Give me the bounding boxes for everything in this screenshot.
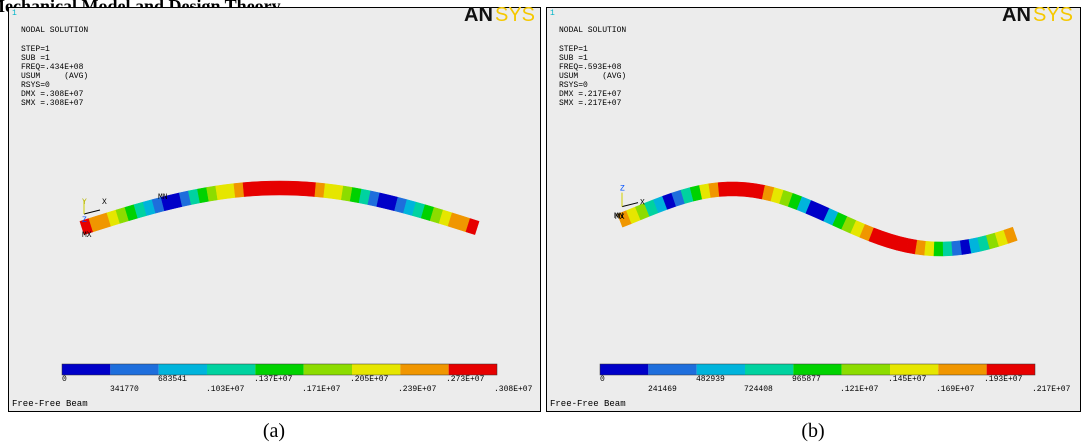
legend-swatch <box>938 364 986 375</box>
beam-segment <box>718 182 728 197</box>
legend-swatch <box>352 364 400 375</box>
beam-segment <box>306 182 316 197</box>
caption: (b) <box>801 420 824 442</box>
legend-swatch <box>110 364 158 375</box>
legend-label: 482939 <box>696 375 725 384</box>
beam-segment <box>915 240 926 255</box>
logo-an: AN <box>464 4 493 26</box>
beam-segment <box>280 181 289 195</box>
legend-label: .239E+07 <box>398 385 437 394</box>
info-line: STEP=1 <box>559 45 588 54</box>
legend-label: .273E+07 <box>446 375 485 384</box>
info-line: DMX =.217E+07 <box>559 90 622 99</box>
caption: (a) <box>263 420 285 442</box>
legend-label: .103E+07 <box>206 385 245 394</box>
info-line: SMX =.217E+07 <box>559 99 622 108</box>
info-line: SMX =.308E+07 <box>21 99 84 108</box>
legend-label: .121E+07 <box>840 385 879 394</box>
logo-sys: SYS <box>1033 4 1073 26</box>
legend-swatch <box>987 364 1035 375</box>
logo-sys: SYS <box>495 4 535 26</box>
beam-segment <box>315 183 325 198</box>
legend-swatch <box>449 364 497 375</box>
footer: Free-Free Beam <box>12 399 88 409</box>
legend-swatch <box>159 364 207 375</box>
legend-label: .205E+07 <box>350 375 389 384</box>
min-label: MN <box>158 193 168 202</box>
info-line: SUB =1 <box>559 54 588 63</box>
window-number: 1 <box>12 9 17 18</box>
legend-swatch <box>890 364 938 375</box>
legend-label: .308E+07 <box>494 385 533 394</box>
beam-segment <box>261 181 270 195</box>
beam-segment <box>225 184 236 199</box>
legend-swatch <box>745 364 793 375</box>
info-line: NODAL SOLUTION <box>559 26 626 35</box>
beam-segment <box>243 182 253 197</box>
info-line: USUM (AVG) <box>559 72 626 81</box>
legend-label: 0 <box>600 375 605 384</box>
beam-segment <box>297 181 307 195</box>
info-line: DMX =.308E+07 <box>21 90 84 99</box>
legend-label: 683541 <box>158 375 187 384</box>
figure: Mechanical Model and Design Theory 1ANSY… <box>0 0 1084 444</box>
legend-label: .217E+07 <box>1032 385 1071 394</box>
beam-segment <box>925 241 935 256</box>
legend-swatch <box>304 364 352 375</box>
beam-segment <box>943 242 953 256</box>
axis-label: X <box>102 198 107 207</box>
legend-swatch <box>62 364 110 375</box>
beam-segment <box>252 181 262 195</box>
beam-segment <box>234 183 244 198</box>
legend-label: 241469 <box>648 385 677 394</box>
info-line: NODAL SOLUTION <box>21 26 88 35</box>
legend-label: .145E+07 <box>888 375 927 384</box>
logo-an: AN <box>1002 4 1031 26</box>
legend-label: 0 <box>62 375 67 384</box>
beam-segment <box>934 242 943 256</box>
info-line: SUB =1 <box>21 54 50 63</box>
legend-swatch <box>600 364 648 375</box>
beam-segment <box>270 181 279 195</box>
legend-label: 965877 <box>792 375 821 384</box>
axis-label: Z <box>620 185 625 194</box>
legend-swatch <box>648 364 696 375</box>
axis-label: Y <box>82 198 87 207</box>
beam-segment <box>736 182 746 197</box>
legend-swatch <box>400 364 448 375</box>
max-label: MX <box>615 213 625 222</box>
legend-label: 724408 <box>744 385 773 394</box>
axis-label: X <box>640 199 645 208</box>
legend-swatch <box>842 364 890 375</box>
beam-segment <box>288 181 297 195</box>
window-number: 1 <box>550 9 555 18</box>
legend-label: .193E+07 <box>984 375 1023 384</box>
axis-label: Z <box>82 216 87 225</box>
footer: Free-Free Beam <box>550 399 626 409</box>
legend-label: 341770 <box>110 385 139 394</box>
max-label: MX <box>82 231 92 240</box>
legend-swatch <box>793 364 841 375</box>
beam-segment <box>728 182 737 196</box>
info-line: STEP=1 <box>21 45 50 54</box>
legend-swatch <box>697 364 745 375</box>
info-line: USUM (AVG) <box>21 72 88 81</box>
legend-label: .171E+07 <box>302 385 341 394</box>
legend-swatch <box>255 364 303 375</box>
info-line: RSYS=0 <box>21 81 50 90</box>
viewport <box>9 8 541 412</box>
legend-label: .169E+07 <box>936 385 975 394</box>
info-line: FREQ=.434E+08 <box>21 63 84 72</box>
info-line: FREQ=.593E+08 <box>559 63 622 72</box>
beam-segment <box>709 183 720 198</box>
info-line: RSYS=0 <box>559 81 588 90</box>
legend-swatch <box>207 364 255 375</box>
legend-label: .137E+07 <box>254 375 293 384</box>
